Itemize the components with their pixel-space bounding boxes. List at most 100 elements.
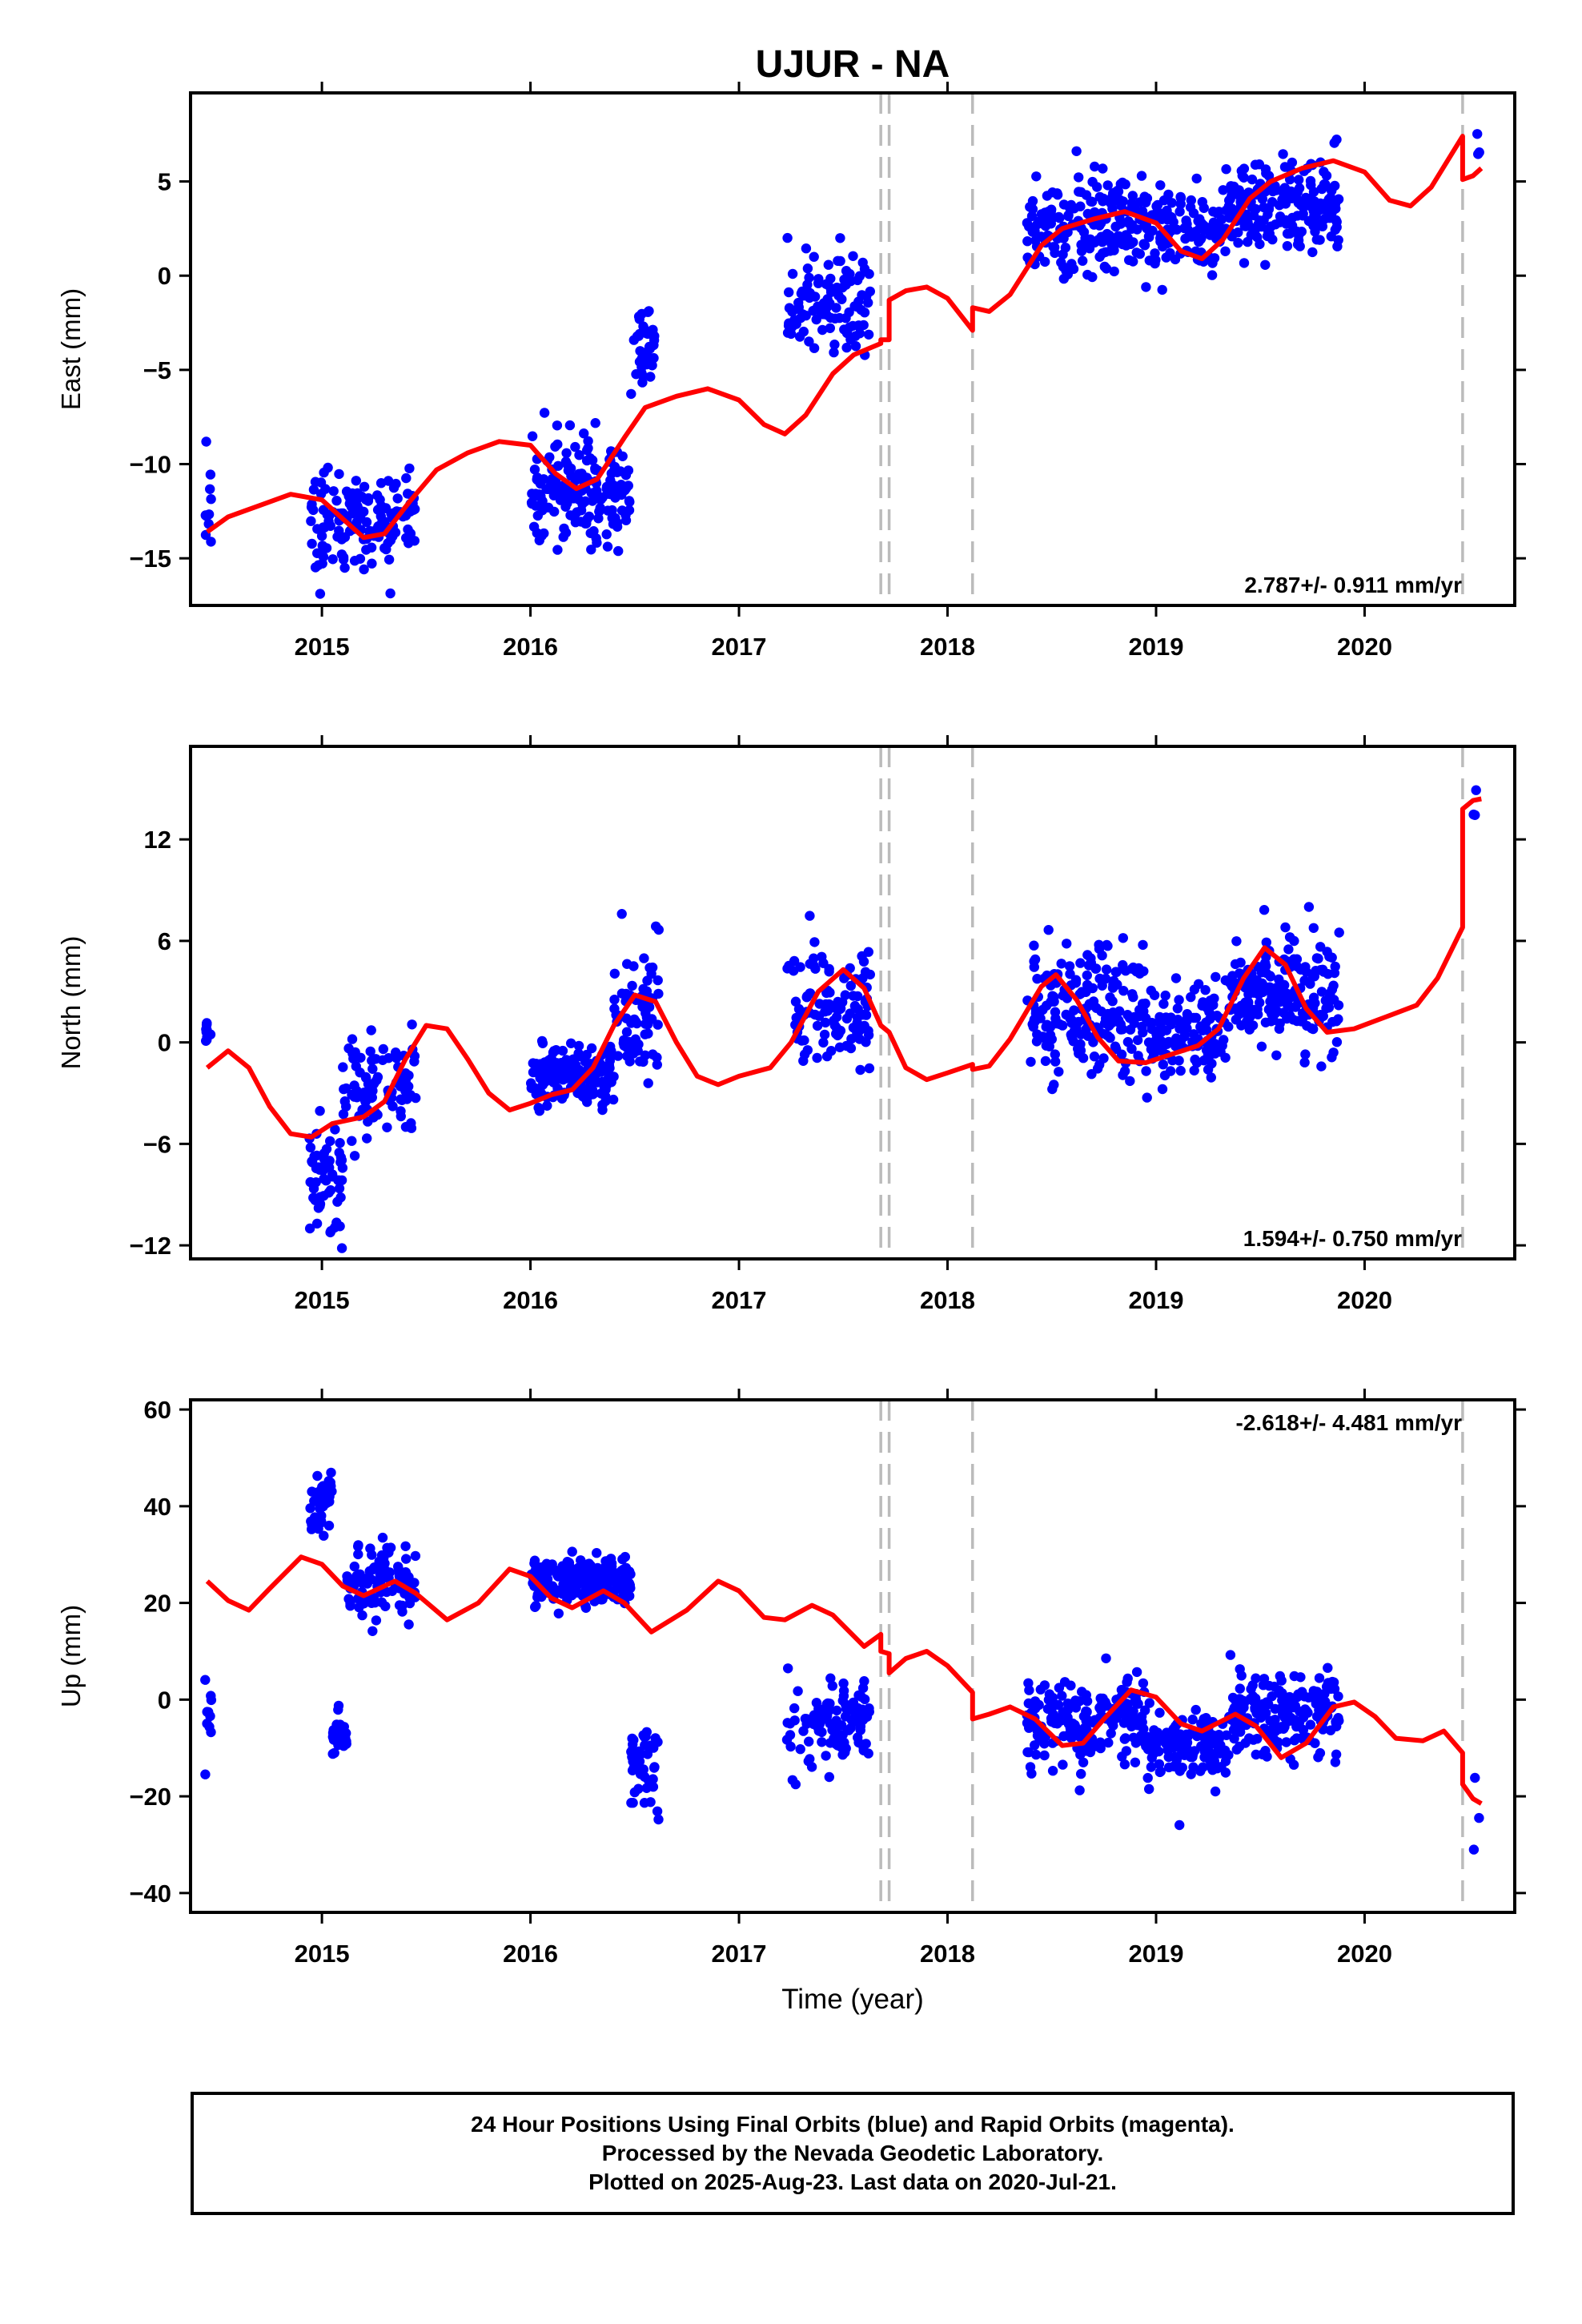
east-data-point — [784, 303, 795, 313]
east-data-point — [1142, 193, 1153, 203]
up-data-point — [1174, 1766, 1186, 1776]
up-data-point — [614, 1582, 624, 1592]
up-data-point — [628, 1798, 638, 1808]
east-data-point — [564, 420, 576, 431]
north-data-point — [812, 1020, 823, 1031]
east-data-point — [1291, 226, 1302, 237]
up-data-point — [316, 1518, 327, 1528]
east-data-point — [832, 282, 842, 293]
north-data-point — [396, 1111, 406, 1122]
up-data-point — [832, 1705, 842, 1716]
north-data-point — [540, 1076, 551, 1088]
north-data-point — [1186, 991, 1196, 1003]
north-data-point — [1328, 980, 1339, 991]
up-data-point — [1264, 1680, 1275, 1691]
up-data-point — [1117, 1751, 1127, 1762]
north-data-point — [1280, 922, 1291, 933]
north-data-point — [1149, 990, 1160, 1001]
up-data-point — [321, 1498, 332, 1509]
north-data-point — [1205, 1049, 1215, 1060]
east-data-point — [586, 545, 596, 555]
north-y-tick-label: 12 — [144, 826, 171, 854]
east-data-point — [583, 443, 593, 453]
east-data-point — [1092, 182, 1102, 192]
east-data-point — [1254, 159, 1265, 170]
east-data-point — [1027, 203, 1038, 215]
up-data-point — [385, 1542, 396, 1553]
east-data-point — [1317, 183, 1327, 195]
east-data-point — [1227, 203, 1238, 214]
north-data-point — [1097, 980, 1107, 991]
north-data-point — [573, 1048, 584, 1059]
east-data-point — [1155, 180, 1166, 191]
north-data-point — [573, 1040, 584, 1051]
north-data-point — [1105, 992, 1115, 1003]
east-data-point — [1282, 241, 1293, 251]
east-data-point — [808, 305, 818, 316]
up-data-point — [1144, 1783, 1154, 1795]
east-data-point — [1074, 172, 1084, 183]
up-data-point — [1263, 1699, 1274, 1710]
up-data-point — [351, 1570, 362, 1582]
east-data-point — [1134, 248, 1146, 259]
north-data-point — [1255, 997, 1265, 1008]
north-data-point — [622, 959, 632, 969]
north-data-point — [829, 1015, 839, 1026]
north-data-point — [588, 1089, 598, 1100]
up-y-tick-label: −20 — [129, 1783, 171, 1811]
up-data-point — [825, 1699, 835, 1709]
up-x-tick-label: 2018 — [920, 1940, 975, 1968]
north-data-point — [1056, 959, 1066, 969]
north-data-point — [1277, 983, 1288, 994]
x-axis-label: Time (year) — [781, 1984, 924, 2015]
east-data-point — [331, 496, 342, 506]
north-data-point — [824, 967, 834, 977]
north-data-point — [1308, 992, 1319, 1003]
east-data-point — [312, 524, 323, 534]
up-data-point — [1095, 1743, 1106, 1754]
east-data-point — [202, 511, 212, 521]
north-data-point — [857, 951, 867, 962]
up-data-point — [1156, 1734, 1166, 1745]
north-data-point — [1210, 1039, 1221, 1049]
north-data-point — [1311, 966, 1321, 976]
north-data-point — [627, 980, 637, 991]
north-data-point — [1303, 902, 1315, 912]
north-data-point — [1133, 1051, 1143, 1061]
up-data-point — [1138, 1678, 1149, 1689]
east-data-point — [404, 463, 415, 474]
east-data-point — [637, 370, 648, 381]
north-data-point — [1030, 954, 1041, 965]
up-data-point — [1220, 1767, 1231, 1778]
north-data-point — [1296, 1016, 1307, 1027]
east-data-point — [1120, 179, 1130, 190]
north-data-point — [1256, 967, 1267, 978]
east-data-point — [563, 465, 574, 476]
north-x-tick-label: 2016 — [503, 1286, 558, 1314]
north-data-point — [1283, 999, 1293, 1010]
north-data-point — [537, 1038, 548, 1049]
east-data-point — [1243, 220, 1255, 231]
east-data-point — [624, 496, 635, 506]
east-data-point — [861, 291, 872, 302]
east-data-point — [530, 489, 541, 499]
east-data-point — [817, 324, 828, 336]
north-data-point — [1205, 995, 1216, 1006]
up-data-point — [1307, 1691, 1318, 1701]
north-data-point — [1311, 953, 1323, 963]
east-data-point — [811, 314, 821, 325]
east-data-point — [1089, 219, 1099, 230]
east-data-point — [1102, 180, 1113, 191]
east-data-point — [1054, 213, 1065, 223]
north-data-point — [336, 1243, 347, 1253]
up-data-point — [1333, 1691, 1343, 1702]
north-data-point — [621, 1027, 632, 1037]
up-data-point — [550, 1585, 561, 1595]
north-data-point — [608, 1094, 619, 1105]
up-data-point — [592, 1548, 602, 1558]
up-data-point — [1470, 1772, 1480, 1783]
north-data-point — [1263, 1004, 1275, 1015]
east-data-point — [1161, 252, 1171, 263]
east-data-point — [1233, 227, 1243, 238]
up-data-point — [824, 1771, 835, 1783]
